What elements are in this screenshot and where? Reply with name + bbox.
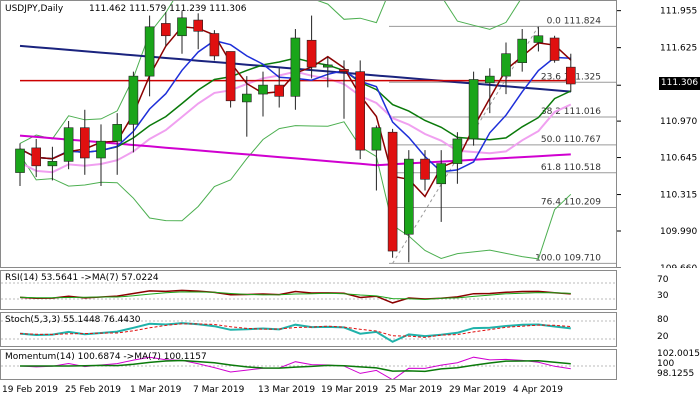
rsi-axis: 70 30 xyxy=(617,270,700,310)
ohlc-values: 111.462 111.579 111.239 111.306 xyxy=(89,4,247,14)
bear-candle xyxy=(209,33,220,57)
stoch-label: Stoch(5,3,3) 55.1448 76.4430 xyxy=(5,315,141,325)
date-label: 25 Feb 2019 xyxy=(65,385,122,395)
price-axis-label: 109.990 xyxy=(660,227,697,237)
bear-candle xyxy=(274,84,285,97)
stoch-level-20: 20 xyxy=(657,332,669,342)
rsi-ma-line xyxy=(19,291,571,301)
momentum-axis: 102.0015 100 98.1255 xyxy=(617,349,700,380)
price-axis-label: 110.645 xyxy=(660,154,697,164)
rsi-pane[interactable]: RSI(14) 53.5641 ->MA(7) 57.0224 xyxy=(0,270,617,310)
price-axis: 111.955111.625111.290110.970110.645110.3… xyxy=(617,0,700,268)
date-label: 19 Feb 2019 xyxy=(2,385,59,395)
bear-candle xyxy=(549,37,560,61)
fib-label: 38.2 111.016 xyxy=(541,107,601,117)
bear-candle xyxy=(161,23,171,37)
symbol-timeframe-label: USDJPY,Daily xyxy=(5,4,64,14)
bull-candle xyxy=(371,127,382,151)
bull-candle xyxy=(290,37,301,97)
rsi-line xyxy=(19,289,571,304)
bear-candle xyxy=(355,71,366,151)
rsi-label: RSI(14) 53.5641 ->MA(7) 57.0224 xyxy=(5,273,159,283)
date-label: 29 Mar 2019 xyxy=(449,385,507,395)
bull-candle xyxy=(144,26,155,77)
stoch-chart xyxy=(1,320,616,343)
bull-candle xyxy=(96,140,106,159)
date-axis: 19 Feb 2019 25 Feb 2019 1 Mar 2019 7 Mar… xyxy=(0,380,617,400)
momentum-label: Momentum(14) 100.6874 ->MA(7) 100.1157 xyxy=(5,352,207,362)
ma-magenta-line xyxy=(19,134,571,167)
momentum-level-low: 98.1255 xyxy=(657,369,695,379)
fib-label: 100.0 109.710 xyxy=(535,253,601,263)
price-axis-label: 109.660 xyxy=(660,264,697,268)
bear-candle xyxy=(225,51,236,102)
bear-candle xyxy=(193,19,203,32)
bull-candle xyxy=(47,161,58,167)
momentum-pane[interactable]: Momentum(14) 100.6874 ->MA(7) 100.1157 xyxy=(0,349,617,380)
fib-label: 0.0 111.824 xyxy=(547,16,602,26)
price-axis-label: 111.955 xyxy=(660,7,697,17)
price-pane[interactable]: 0.0 111.824 23.6 111.325 38.2 111.016 50.0 … xyxy=(0,0,617,268)
fib-label: 50.0 110.767 xyxy=(541,135,601,145)
bear-candle xyxy=(80,127,90,159)
bull-candle xyxy=(242,93,252,103)
bull-candle xyxy=(403,158,414,235)
stoch-d-line xyxy=(19,323,571,338)
current-price-tag: 111.306 xyxy=(659,76,700,90)
momentum-level-100: 100 xyxy=(657,359,675,369)
date-label: 13 Mar 2019 xyxy=(258,385,316,395)
stoch-pane[interactable]: Stoch(5,3,3) 55.1448 76.4430 xyxy=(0,312,617,347)
price-axis-label: 110.315 xyxy=(660,191,697,201)
bull-candle xyxy=(15,148,25,173)
bull-candle xyxy=(112,124,122,142)
date-label: 19 Mar 2019 xyxy=(321,385,379,395)
date-label: 25 Mar 2019 xyxy=(385,385,443,395)
bull-candle xyxy=(436,163,447,185)
stoch-level-80: 80 xyxy=(657,315,669,325)
bull-candle xyxy=(177,17,187,37)
bear-candle xyxy=(565,66,576,85)
momentum-chart xyxy=(1,356,616,379)
price-axis-label: 111.625 xyxy=(660,44,697,54)
date-label: 1 Mar 2019 xyxy=(130,385,182,395)
bull-candle xyxy=(517,38,528,63)
bull-candle xyxy=(501,53,511,77)
bear-candle xyxy=(306,39,317,68)
rsi-chart xyxy=(1,282,616,304)
bull-candle xyxy=(258,84,268,95)
bull-candle xyxy=(484,75,495,84)
bollinger-lower-line xyxy=(19,121,572,260)
momentum-ma-line xyxy=(20,359,571,373)
stoch-k-line xyxy=(19,322,571,343)
date-label: 4 Apr 2019 xyxy=(513,385,563,395)
bull-candle xyxy=(63,127,74,162)
bollinger-upper-line xyxy=(19,1,521,144)
stoch-axis: 80 20 xyxy=(617,312,700,347)
bull-candle xyxy=(128,75,139,125)
price-axis-label: 110.970 xyxy=(660,117,697,127)
rsi-level-30: 30 xyxy=(657,291,669,301)
bull-candle xyxy=(468,79,479,140)
fib-label: 76.4 110.209 xyxy=(541,197,601,207)
bear-candle xyxy=(420,158,430,180)
momentum-level-high: 102.0015 xyxy=(657,349,700,359)
bull-candle xyxy=(322,64,333,68)
fib-label: 61.8 110.518 xyxy=(541,163,601,173)
bull-candle xyxy=(452,138,463,164)
bear-candle xyxy=(31,147,42,167)
bull-candle xyxy=(533,35,544,43)
momentum-line xyxy=(19,356,571,379)
date-label: 7 Mar 2019 xyxy=(193,385,245,395)
bear-candle xyxy=(339,69,349,72)
bear-candle xyxy=(387,131,398,252)
rsi-level-70: 70 xyxy=(657,275,669,285)
